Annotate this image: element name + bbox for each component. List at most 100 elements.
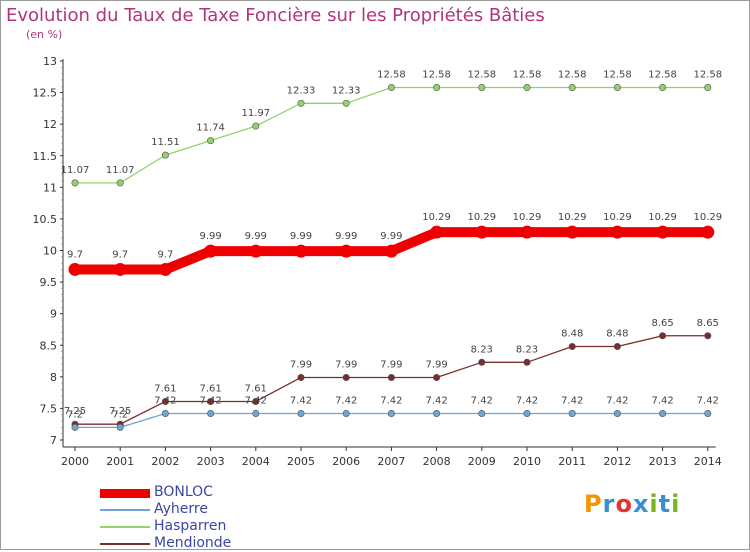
data-point-mendionde <box>297 373 305 381</box>
data-label-bonloc: 10.29 <box>467 212 496 223</box>
data-point-mendionde <box>252 397 260 405</box>
data-label-ayherre: 7.2 <box>67 409 83 420</box>
data-label-bonloc: 9.99 <box>199 231 221 242</box>
data-point-ayherre <box>207 409 215 417</box>
data-point-ayherre <box>478 409 486 417</box>
legend-label: BONLOC <box>154 484 213 500</box>
data-point-mendionde <box>207 397 215 405</box>
data-point-ayherre <box>116 423 124 431</box>
data-label-mendionde: 7.61 <box>199 383 221 394</box>
logo-letter: t <box>658 490 672 518</box>
data-label-ayherre: 7.42 <box>290 395 312 406</box>
data-label-ayherre: 7.42 <box>245 395 267 406</box>
data-point-ayherre <box>297 409 305 417</box>
x-tick-label: 2009 <box>468 455 496 468</box>
data-label-ayherre: 7.42 <box>425 395 447 406</box>
data-label-mendionde: 8.23 <box>516 344 538 355</box>
legend-swatch <box>100 526 150 528</box>
data-label-hasparren: 12.58 <box>422 70 451 81</box>
data-point-bonloc <box>158 262 172 276</box>
data-label-ayherre: 7.2 <box>112 409 128 420</box>
data-label-bonloc: 10.29 <box>558 212 587 223</box>
data-point-bonloc <box>384 244 398 258</box>
data-label-bonloc: 9.99 <box>290 231 312 242</box>
data-label-ayherre: 7.42 <box>154 395 176 406</box>
data-label-bonloc: 10.29 <box>422 212 451 223</box>
data-label-hasparren: 12.33 <box>287 85 316 96</box>
data-point-hasparren <box>568 84 576 92</box>
x-tick-label: 2002 <box>151 455 179 468</box>
data-point-bonloc <box>68 262 82 276</box>
data-label-hasparren: 12.58 <box>648 70 677 81</box>
y-tick-label: 12.5 <box>33 87 58 100</box>
x-tick-label: 2004 <box>242 455 270 468</box>
y-tick-label: 10 <box>43 245 57 258</box>
data-label-mendionde: 7.25 <box>64 406 86 417</box>
data-point-mendionde <box>433 373 441 381</box>
y-tick-label: 12 <box>43 118 57 131</box>
y-tick-label: 9.5 <box>40 276 58 289</box>
data-label-hasparren: 12.58 <box>558 70 587 81</box>
data-label-bonloc: 9.7 <box>112 249 128 260</box>
data-point-bonloc <box>565 225 579 239</box>
data-point-mendionde <box>613 343 621 351</box>
logo-letter: P <box>584 490 603 518</box>
data-label-ayherre: 7.42 <box>561 395 583 406</box>
data-point-mendionde <box>704 332 712 340</box>
data-label-mendionde: 7.99 <box>290 359 312 370</box>
data-label-ayherre: 7.42 <box>606 395 628 406</box>
data-point-mendionde <box>478 358 486 366</box>
data-label-bonloc: 10.29 <box>693 212 722 223</box>
x-tick-label: 2003 <box>197 455 225 468</box>
data-label-mendionde: 8.48 <box>561 329 583 340</box>
y-tick-label: 11 <box>43 181 57 194</box>
legend-swatch <box>100 509 150 511</box>
data-label-ayherre: 7.42 <box>651 395 673 406</box>
logo-letter: x <box>632 490 650 518</box>
data-label-bonloc: 9.7 <box>67 249 83 260</box>
data-label-ayherre: 7.42 <box>516 395 538 406</box>
data-point-ayherre <box>613 409 621 417</box>
data-point-bonloc <box>204 244 218 258</box>
data-label-bonloc: 10.29 <box>513 212 542 223</box>
data-point-bonloc <box>339 244 353 258</box>
data-label-hasparren: 12.58 <box>693 70 722 81</box>
data-point-hasparren <box>613 84 621 92</box>
data-label-hasparren: 11.74 <box>196 123 225 134</box>
y-tick-label: 8.5 <box>40 339 58 352</box>
data-point-bonloc <box>113 262 127 276</box>
data-label-mendionde: 7.99 <box>335 359 357 370</box>
y-tick-label: 13 <box>43 55 57 68</box>
data-label-hasparren: 11.97 <box>241 108 270 119</box>
data-point-bonloc <box>610 225 624 239</box>
data-point-mendionde <box>659 332 667 340</box>
data-point-bonloc <box>520 225 534 239</box>
data-label-hasparren: 11.07 <box>106 165 135 176</box>
y-tick-label: 10.5 <box>33 213 58 226</box>
x-tick-label: 2001 <box>106 455 134 468</box>
x-tick-label: 2006 <box>332 455 360 468</box>
data-point-bonloc <box>249 244 263 258</box>
data-label-ayherre: 7.42 <box>199 395 221 406</box>
data-point-bonloc <box>475 225 489 239</box>
data-point-hasparren <box>342 99 350 107</box>
y-tick-label: 11.5 <box>33 150 58 163</box>
data-label-bonloc: 9.99 <box>335 231 357 242</box>
data-point-bonloc <box>656 225 670 239</box>
legend-swatch <box>100 543 150 545</box>
data-point-hasparren <box>116 179 124 187</box>
legend-swatch <box>100 488 150 498</box>
data-label-ayherre: 7.42 <box>335 395 357 406</box>
proxiti-logo: Proxiti <box>584 490 680 518</box>
legend-label: Mendionde <box>154 535 232 551</box>
data-label-mendionde: 7.99 <box>380 359 402 370</box>
data-label-ayherre: 7.42 <box>471 395 493 406</box>
x-tick-label: 2005 <box>287 455 315 468</box>
data-label-hasparren: 12.58 <box>603 70 632 81</box>
x-tick-label: 2013 <box>649 455 677 468</box>
data-label-hasparren: 11.07 <box>61 165 90 176</box>
data-label-bonloc: 9.7 <box>157 249 173 260</box>
data-label-ayherre: 7.42 <box>697 395 719 406</box>
